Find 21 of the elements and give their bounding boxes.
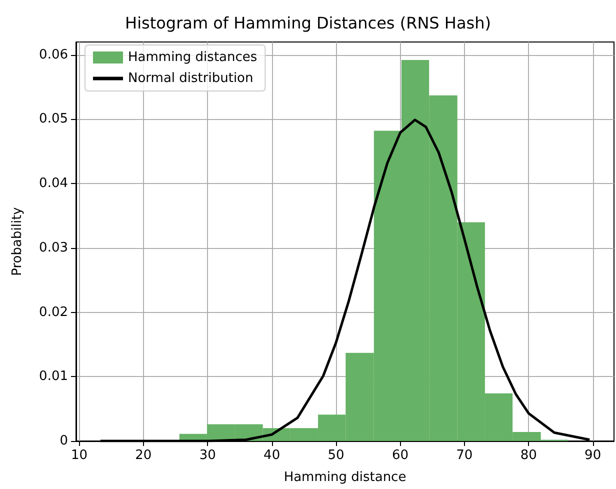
x-tick-label: 80 [520, 448, 537, 463]
x-tick-label: 30 [199, 448, 216, 463]
x-tick-label: 50 [328, 448, 344, 463]
x-axis-title: Hamming distance [284, 470, 406, 485]
legend-label: Hamming distances [128, 50, 258, 65]
x-tick-label: 90 [584, 448, 602, 463]
y-axis-title: Probability [10, 206, 25, 276]
y-tick-label: 0.02 [39, 304, 68, 320]
x-tick-label: 20 [135, 448, 152, 463]
chart-title: Histogram of Hamming Distances (RNS Hash) [125, 14, 491, 32]
y-tick-label: 0.01 [39, 369, 68, 384]
y-tick-label: 0.06 [39, 47, 68, 62]
y-tick-label: 0.03 [39, 240, 68, 256]
legend-label: Normal distribution [128, 71, 254, 86]
x-tick-label: 60 [392, 448, 408, 463]
y-tick-label: 0.05 [39, 112, 68, 127]
x-tick-label: 40 [264, 448, 280, 463]
y-tick-label: 0 [60, 434, 68, 448]
x-tick-label: 70 [456, 448, 473, 463]
x-tick-label: 10 [70, 448, 88, 463]
y-tick-label: 0.04 [39, 176, 68, 192]
